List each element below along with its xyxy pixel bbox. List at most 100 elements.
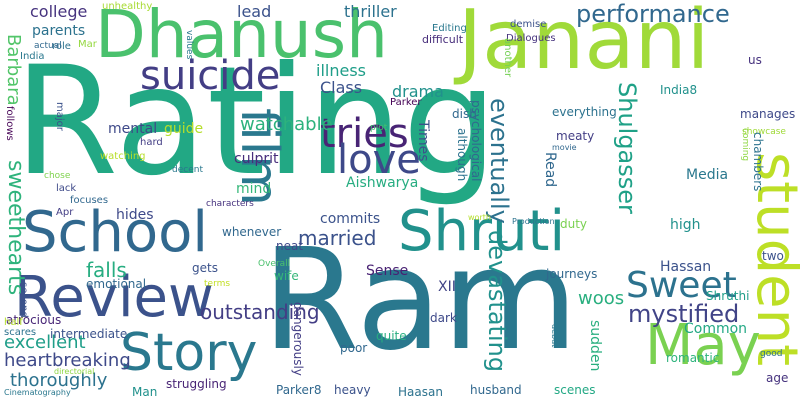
cloud-word: Apr	[56, 207, 74, 218]
cloud-word: emotional	[86, 277, 147, 291]
cloud-word: focuses	[70, 195, 109, 206]
cloud-word: Editing	[432, 23, 467, 34]
cloud-word: wife	[274, 269, 299, 283]
cloud-word: commits	[320, 211, 381, 227]
cloud-word: psychological	[469, 100, 483, 182]
cloud-word: dangerously	[291, 302, 305, 376]
cloud-word: characters	[206, 199, 254, 209]
cloud-word: School	[22, 200, 208, 265]
cloud-word: although	[455, 128, 469, 182]
cloud-word: mind	[236, 181, 272, 197]
cloud-word: another	[502, 38, 513, 78]
cloud-word: Story	[120, 323, 258, 383]
cloud-word: suicide	[140, 53, 281, 99]
cloud-word: Production	[512, 217, 555, 226]
cloud-word: major	[54, 102, 65, 131]
cloud-word: poor	[340, 341, 368, 355]
cloud-word: Hassan	[660, 259, 712, 275]
cloud-word: chambers	[751, 132, 765, 192]
cloud-word: dark	[430, 311, 457, 325]
cloud-word: Parker8	[276, 383, 322, 397]
cloud-word: mystified	[628, 300, 740, 328]
cloud-word: coming	[740, 128, 750, 162]
cloud-word: Man	[132, 385, 158, 399]
cloud-word: Times	[415, 120, 431, 162]
cloud-word: XII	[438, 279, 456, 295]
cloud-word: India8	[660, 83, 698, 97]
cloud-word: showcase	[742, 127, 786, 137]
cloud-word: plot	[370, 123, 388, 133]
cloud-word: Sense	[366, 263, 409, 279]
cloud-word: thriller	[344, 2, 397, 21]
cloud-word: Aishwarya	[346, 175, 419, 191]
cloud-word: heavy	[334, 383, 371, 397]
cloud-word: film	[229, 108, 289, 206]
cloud-word: thoroughly	[10, 370, 108, 391]
cloud-word: struggling	[166, 377, 227, 391]
cloud-word: parents	[32, 23, 86, 39]
cloud-word: watchable	[240, 114, 333, 135]
cloud-word: devastating	[483, 230, 511, 373]
cloud-word: Common	[684, 321, 748, 337]
cloud-word: hides	[116, 207, 154, 223]
cloud-word: decent	[172, 165, 203, 175]
cloud-word: demise	[510, 19, 547, 30]
cloud-word: watching	[100, 151, 146, 162]
cloud-word: Haasan	[398, 385, 443, 399]
cloud-word: us	[748, 53, 762, 67]
cloud-word: husband	[470, 383, 522, 397]
cloud-word: second	[18, 282, 29, 318]
cloud-word: meaty	[556, 129, 595, 143]
cloud-word: worth	[468, 213, 491, 222]
cloud-word: journeys	[546, 267, 598, 281]
cloud-word: Dialogues	[506, 33, 556, 44]
cloud-word: heartbreaking	[4, 350, 131, 371]
cloud-word: hard	[140, 137, 163, 148]
cloud-word: duty	[560, 217, 588, 231]
cloud-word: Class	[320, 78, 363, 97]
cloud-word: woos	[578, 288, 625, 309]
cloud-word: actual	[34, 41, 62, 51]
cloud-word: quite	[376, 329, 407, 343]
cloud-word: married	[298, 226, 377, 250]
cloud-word: Barbara	[3, 34, 24, 106]
cloud-word: Shruthi	[706, 289, 750, 303]
cloud-word: romantic	[666, 351, 720, 365]
cloud-word: unhealthy	[102, 1, 153, 12]
cloud-word: Ram	[262, 219, 579, 382]
cloud-word: mental	[108, 121, 158, 137]
cloud-word: sweethearts	[3, 160, 28, 296]
cloud-word: eventually	[485, 98, 513, 224]
cloud-word: culprit	[234, 151, 279, 167]
cloud-word: college	[30, 2, 88, 21]
cloud-word: atrocious	[6, 313, 62, 327]
cloud-word: Overall	[258, 259, 291, 269]
cloud-word: illness	[316, 61, 366, 80]
cloud-word: falls	[86, 258, 127, 282]
cloud-word: directorial	[54, 367, 95, 376]
cloud-word: Janani	[458, 0, 710, 88]
cloud-word: debut	[550, 324, 559, 348]
cloud-word: follows	[4, 106, 15, 141]
cloud-word: Dhanush	[95, 0, 388, 73]
cloud-word: excellent	[4, 332, 86, 353]
cloud-word: May	[645, 313, 761, 378]
cloud-word: student	[744, 152, 800, 367]
cloud-word: Media	[686, 167, 729, 183]
cloud-word: values	[184, 30, 194, 60]
cloud-word: drama	[392, 82, 444, 101]
cloud-word: guide	[164, 121, 204, 137]
cloud-word: lack	[56, 183, 77, 194]
cloud-word: gets	[192, 261, 218, 275]
cloud-word: love	[337, 137, 421, 183]
cloud-word: high	[670, 217, 701, 233]
cloud-word: performance	[576, 0, 730, 28]
cloud-word: role	[52, 41, 71, 52]
cloud-word: Sweet	[626, 265, 737, 306]
cloud-word: Read	[542, 152, 558, 188]
cloud-word: movie	[552, 143, 577, 152]
cloud-word: dish	[452, 107, 477, 121]
cloud-word: sudden	[587, 320, 603, 372]
cloud-word: scares	[4, 327, 37, 338]
